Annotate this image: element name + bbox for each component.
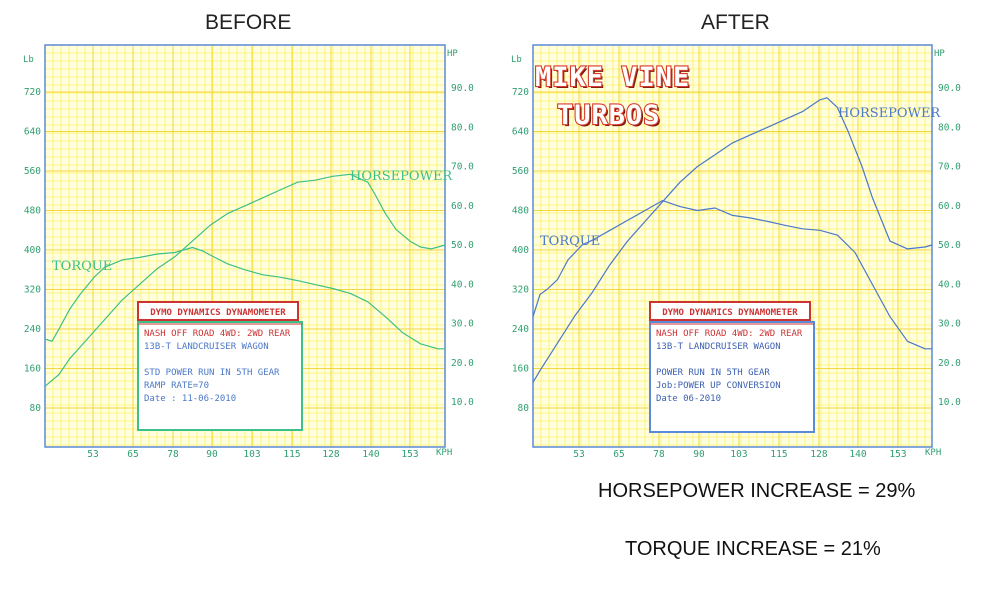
after-right-tick-label: 10.0 [938, 397, 961, 408]
after-left-tick-label: 640 [512, 127, 529, 138]
after-left-unit: Lb [511, 55, 522, 65]
torque-increase-text: TORQUE INCREASE = 21% [625, 538, 881, 560]
before-right-tick-label: 30.0 [451, 319, 474, 330]
before-left-tick-label: 160 [24, 364, 41, 375]
before-right-tick-label: 20.0 [451, 358, 474, 369]
after-right-tick-label: 40.0 [938, 279, 961, 290]
before-left-tick-label: 480 [24, 206, 41, 217]
before-right-tick-label: 50.0 [451, 240, 474, 251]
after-left-tick-label: 720 [512, 87, 529, 98]
after-x-tick-label: 103 [730, 449, 747, 460]
after-info-line: Job:POWER UP CONVERSION [656, 381, 781, 391]
logo-line-1: MIKE VINE [535, 62, 690, 93]
after-left-tick-label: 80 [518, 403, 530, 414]
before-right-tick-label: 80.0 [451, 122, 474, 133]
before-torque-label: TORQUE [52, 259, 112, 274]
after-right-unit: HP [934, 49, 945, 59]
after-x-tick-label: 153 [889, 449, 906, 460]
after-right-tick-label: 80.0 [938, 122, 961, 133]
before-left-unit: Lb [23, 55, 34, 65]
after-panel [532, 44, 933, 448]
before-torque-line [44, 246, 445, 350]
logo-line-2-shadow: TURBOS [559, 102, 663, 133]
before-info-box [137, 321, 303, 431]
after-right-tick-label: 20.0 [938, 358, 961, 369]
before-x-tick-label: 90 [206, 449, 218, 460]
before-right-tick-label: 10.0 [451, 397, 474, 408]
after-left-tick-label: 480 [512, 206, 529, 217]
before-info-header-box [137, 301, 299, 321]
after-x-unit: KPH [925, 448, 941, 458]
after-right-tick-label: 30.0 [938, 319, 961, 330]
before-panel [44, 44, 446, 448]
before-left-tick-label: 240 [24, 324, 41, 335]
before-left-tick-label: 640 [24, 127, 41, 138]
after-left-tick-label: 160 [512, 364, 529, 375]
after-left-tick-label: 560 [512, 166, 529, 177]
after-left-tick-label: 320 [512, 285, 529, 296]
before-x-tick-label: 128 [322, 449, 339, 460]
after-right-tick-label: 60.0 [938, 201, 961, 212]
after-x-tick-label: 140 [849, 449, 866, 460]
before-info-line: 13B-T LANDCRUISER WAGON [144, 342, 269, 352]
before-x-tick-label: 140 [362, 449, 379, 460]
before-x-tick-label: 103 [243, 449, 260, 460]
after-torque-label: TORQUE [540, 234, 600, 249]
after-title: AFTER [701, 11, 770, 34]
logo-line-1-shadow: MIKE VINE [537, 64, 692, 95]
after-info-header: DYMO DYNAMICS DYNAMOMETER [662, 308, 798, 318]
before-frame [44, 44, 446, 448]
after-info-box [649, 321, 815, 433]
after-horsepower-label: HORSEPOWER [838, 106, 941, 121]
before-x-unit: KPH [436, 448, 452, 458]
after-torque-line [532, 200, 932, 350]
before-left-tick-label: 80 [30, 403, 42, 414]
before-info-line: RAMP RATE=70 [144, 381, 209, 391]
after-left-tick-label: 400 [512, 245, 529, 256]
after-frame [532, 44, 933, 448]
before-x-tick-label: 153 [401, 449, 418, 460]
before-x-tick-label: 78 [167, 449, 179, 460]
before-left-tick-label: 560 [24, 166, 41, 177]
before-right-tick-label: 40.0 [451, 279, 474, 290]
after-x-tick-label: 78 [653, 449, 665, 460]
after-x-tick-label: 128 [810, 449, 827, 460]
after-x-tick-label: 65 [613, 449, 624, 460]
after-info-line: POWER RUN IN 5TH GEAR [656, 368, 770, 378]
before-right-tick-label: 60.0 [451, 201, 474, 212]
before-x-tick-label: 65 [127, 449, 138, 460]
after-right-tick-label: 50.0 [938, 240, 961, 251]
before-title: BEFORE [205, 11, 292, 34]
after-info-line: Date 06-2010 [656, 394, 721, 404]
logo-line-2: TURBOS [557, 100, 661, 131]
after-right-tick-label: 90.0 [938, 83, 961, 94]
before-horsepower-label: HORSEPOWER [350, 169, 453, 184]
before-info-line: STD POWER RUN IN 5TH GEAR [144, 368, 280, 378]
before-right-unit: HP [447, 49, 458, 59]
after-left-tick-label: 240 [512, 324, 529, 335]
after-info-line: 13B-T LANDCRUISER WAGON [656, 342, 781, 352]
before-info-line: NASH OFF ROAD 4WD: 2WD REAR [144, 329, 291, 339]
horsepower-increase-text: HORSEPOWER INCREASE = 29% [598, 480, 916, 502]
after-info-line: NASH OFF ROAD 4WD: 2WD REAR [656, 329, 803, 339]
after-horsepower-line [532, 97, 933, 383]
before-left-tick-label: 320 [24, 285, 41, 296]
after-right-tick-label: 70.0 [938, 162, 961, 173]
before-horsepower-line [44, 173, 446, 387]
before-right-tick-label: 70.0 [451, 162, 474, 173]
before-left-tick-label: 400 [24, 245, 41, 256]
before-info-header: DYMO DYNAMICS DYNAMOMETER [150, 308, 286, 318]
before-x-tick-label: 53 [87, 449, 98, 460]
after-info-header-box [649, 301, 811, 321]
after-x-tick-label: 90 [693, 449, 705, 460]
after-x-tick-label: 53 [573, 449, 584, 460]
before-left-tick-label: 720 [24, 87, 41, 98]
before-x-tick-label: 115 [283, 449, 300, 460]
before-info-line: Date : 11-06-2010 [144, 394, 236, 404]
after-x-tick-label: 115 [770, 449, 787, 460]
before-right-tick-label: 90.0 [451, 83, 474, 94]
